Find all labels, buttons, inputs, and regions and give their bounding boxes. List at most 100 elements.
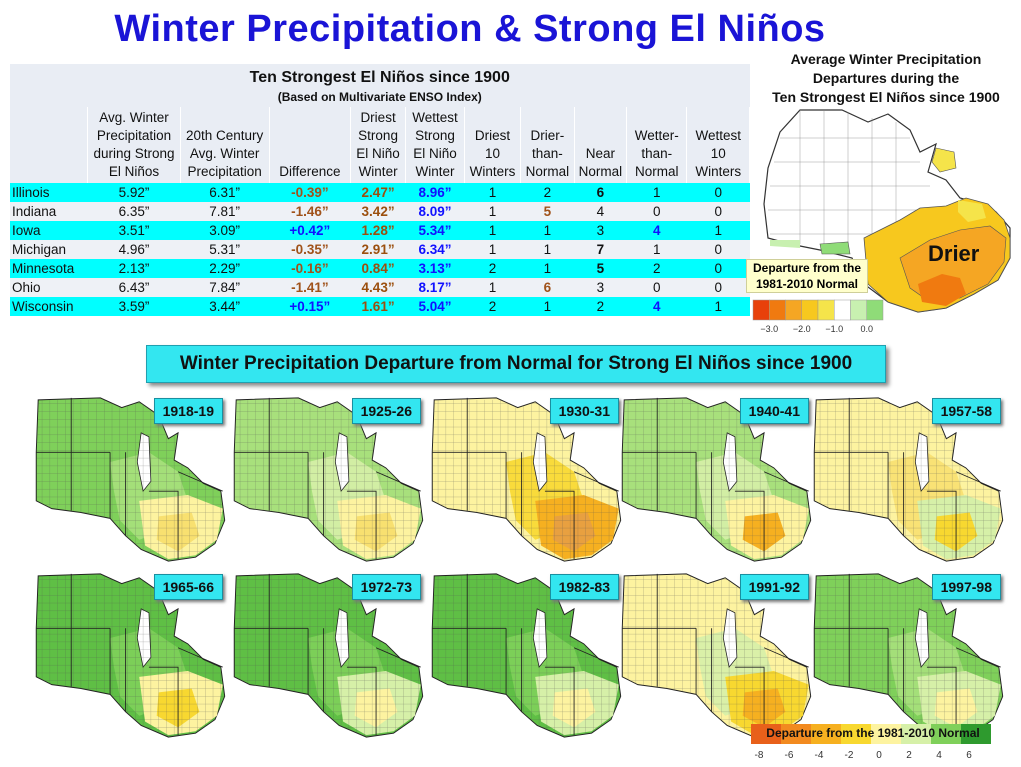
column-header: 20th Century Avg. Winter Precipitation <box>180 107 270 183</box>
average-map-title: Average Winter Precipitation Departures … <box>756 50 1016 107</box>
table-cell-w10: 0 <box>686 240 750 259</box>
table-cell-state: Wisconsin <box>10 297 88 316</box>
legend-swatch <box>751 724 781 744</box>
column-header: Wettest 10 Winters <box>686 107 750 183</box>
table-row: Minnesota 2.13” 2.29” -0.16” 0.84” 3.13” 2 1 5 2 0 <box>10 259 750 278</box>
table-cell-wettest: 3.13” <box>405 259 465 278</box>
legend-tick: 0.0 <box>860 324 873 334</box>
table-cell-avg: 5.92” <box>87 183 181 202</box>
winter-map-panel: 1925-26 <box>230 394 425 564</box>
table-cell-driest: 1.28” <box>350 221 406 240</box>
table-cell-avg: 4.96” <box>87 240 181 259</box>
legend-swatch <box>901 724 931 744</box>
legend-tick: −2.0 <box>793 324 811 334</box>
average-map-title-line: Departures during the <box>812 70 960 86</box>
legend-swatch <box>931 724 961 744</box>
precip-map-1972-73 <box>233 573 424 738</box>
table-cell-state: Michigan <box>10 240 88 259</box>
table-cell-d10: 1 <box>464 221 521 240</box>
table-cell-d10: 2 <box>464 297 521 316</box>
legend-title-line: Departure from the <box>752 261 862 275</box>
table-cell-diff: -0.35” <box>269 240 351 259</box>
table-cell-avg: 3.59” <box>87 297 181 316</box>
table-cell-wetter: 1 <box>626 240 687 259</box>
table-cell-wettest: 6.34” <box>405 240 465 259</box>
table-cell-near: 6 <box>574 183 627 202</box>
table-cell-w10: 0 <box>686 183 750 202</box>
table-subtitle: (Based on Multivariate ENSO Index) <box>277 90 482 104</box>
el-nino-table: Ten Strongest El Niños since 1900 (Based… <box>10 64 750 316</box>
winter-map-panel: 1918-19 <box>32 394 227 564</box>
table-cell-state: Iowa <box>10 221 88 240</box>
table-cell-driest: 3.42” <box>350 202 406 221</box>
table-cell-wetter: 4 <box>626 297 687 316</box>
table-cell-diff: -1.41” <box>269 278 351 297</box>
table-cell-diff: -0.16” <box>269 259 351 278</box>
table-row: Ohio 6.43” 7.84” -1.41” 4.43” 8.17” 1 6 3 0 0 <box>10 278 750 297</box>
column-header: Drier-than-Normal <box>520 107 575 183</box>
bottom-legend-label: Departure from the 1981-2010 Normal <box>766 726 979 740</box>
table-cell-driest: 2.91” <box>350 240 406 259</box>
average-map-title-line: Average Winter Precipitation <box>790 51 982 67</box>
precip-map-1991-92 <box>621 573 812 738</box>
table-cell-near: 3 <box>574 221 627 240</box>
column-header <box>10 107 89 183</box>
table-cell-d10: 1 <box>464 278 521 297</box>
legend-tick: -2 <box>845 750 854 761</box>
table-cell-state: Indiana <box>10 202 88 221</box>
winter-map-panel: 1997-98 <box>810 570 1005 740</box>
table-cell-diff: +0.42” <box>269 221 351 240</box>
precip-map-1918-19 <box>35 397 226 562</box>
table-cell-state: Ohio <box>10 278 88 297</box>
precip-map-1982-83 <box>431 573 622 738</box>
precip-map-1925-26 <box>233 397 424 562</box>
table-cell-d10: 1 <box>464 240 521 259</box>
winter-map-panel: 1982-83 <box>428 570 623 740</box>
legend-tick: −3.0 <box>760 324 778 334</box>
legend-swatch <box>850 299 867 321</box>
panel-year-label: 1991-92 <box>739 574 809 600</box>
table-cell-drier: 1 <box>520 240 575 259</box>
table-cell-wetter: 0 <box>626 202 687 221</box>
panel-year-label: 1982-83 <box>549 574 619 600</box>
column-header: Driest 10 Winters <box>464 107 521 183</box>
table-cell-w10: 0 <box>686 259 750 278</box>
precip-map-1940-41 <box>621 397 812 562</box>
winter-map-panel: 1972-73 <box>230 570 425 740</box>
column-header: Wettest Strong El Niño Winter <box>405 107 466 183</box>
table-cell-avg: 6.43” <box>87 278 181 297</box>
legend-swatch <box>752 299 770 321</box>
table-cell-wetter: 4 <box>626 221 687 240</box>
table-cell-driest: 1.61” <box>350 297 406 316</box>
panels-banner: Winter Precipitation Departure from Norm… <box>146 345 886 383</box>
page-title: Winter Precipitation & Strong El Niños <box>114 8 826 50</box>
table-cell-d10: 1 <box>464 183 521 202</box>
table-cell-driest: 2.47” <box>350 183 406 202</box>
table-cell-near: 4 <box>574 202 627 221</box>
table-cell-wettest: 8.96” <box>405 183 465 202</box>
table-cell-w10: 1 <box>686 221 750 240</box>
legend-swatch <box>866 299 884 321</box>
legend-swatch <box>769 299 786 321</box>
table-cell-drier: 1 <box>520 297 575 316</box>
table-row: Indiana 6.35” 7.81” -1.46” 3.42” 8.09” 1 5 4 0 0 <box>10 202 750 221</box>
table-cell-w10: 1 <box>686 297 750 316</box>
table-cell-drier: 5 <box>520 202 575 221</box>
table-cell-driest: 0.84” <box>350 259 406 278</box>
table-cell-avg: 6.35” <box>87 202 181 221</box>
precip-map-1930-31 <box>431 397 622 562</box>
table-cell-century: 3.44” <box>180 297 270 316</box>
legend-tick: −1.0 <box>825 324 843 334</box>
table-cell-wetter: 0 <box>626 278 687 297</box>
legend-swatch <box>817 299 835 321</box>
panel-year-label: 1940-41 <box>739 398 809 424</box>
legend-title-line: 1981-2010 Normal <box>755 277 859 291</box>
panel-year-label: 1957-58 <box>931 398 1001 424</box>
panel-year-label: 1972-73 <box>351 574 421 600</box>
table-header-row: Avg. Winter Precipitation during Strong … <box>10 107 750 183</box>
table-cell-w10: 0 <box>686 278 750 297</box>
table-cell-state: Illinois <box>10 183 88 202</box>
panel-year-label: 1930-31 <box>549 398 619 424</box>
legend-swatch <box>781 724 811 744</box>
legend-tick: -6 <box>785 750 794 761</box>
